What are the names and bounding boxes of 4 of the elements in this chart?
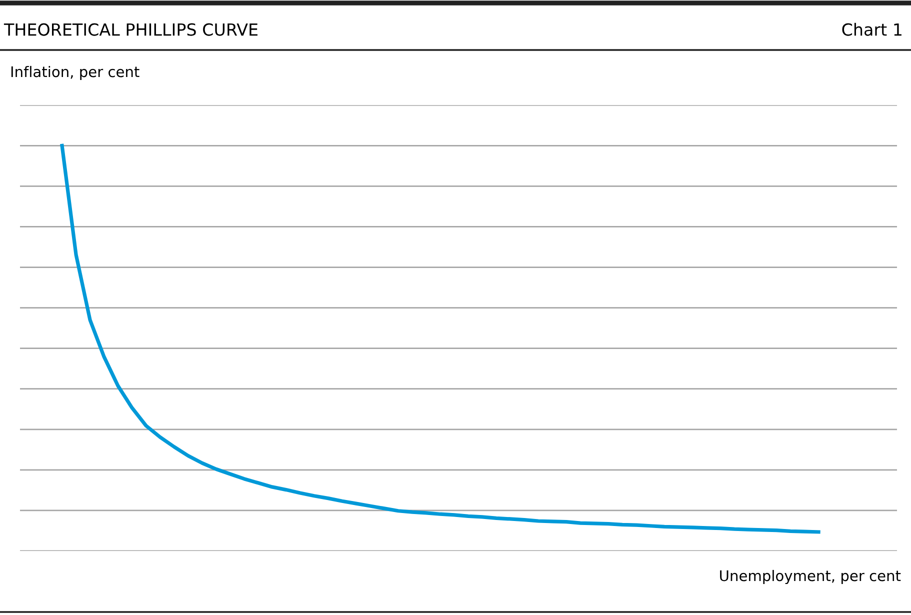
chart-title: THEORETICAL PHILLIPS CURVE [4, 23, 258, 36]
y-axis-title: Inflation, per cent [11, 66, 140, 80]
x-axis-title: Unemployment, per cent [720, 570, 901, 584]
caption: Chart 1 [842, 22, 902, 36]
